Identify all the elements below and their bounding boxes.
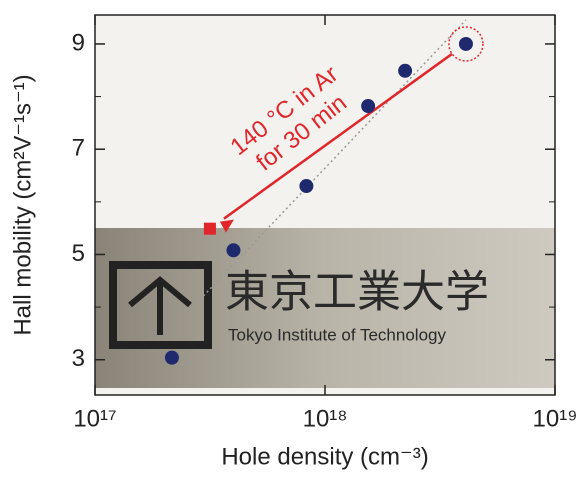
point bbox=[226, 243, 240, 257]
point bbox=[165, 351, 179, 365]
photo-subtitle: Tokyo Institute of Technology bbox=[228, 325, 446, 344]
x-tick-label: 10¹⁹ bbox=[533, 405, 578, 432]
y-tick-label: 3 bbox=[72, 345, 85, 372]
y-tick-label: 9 bbox=[72, 29, 85, 56]
photo: 東京工業大学 Tokyo Institute of Technology bbox=[95, 228, 555, 388]
photo-title: 東京工業大学 bbox=[225, 268, 489, 317]
y-tick-label: 5 bbox=[72, 240, 85, 267]
x-tick-label: 10¹⁷ bbox=[73, 405, 116, 432]
point bbox=[398, 64, 412, 78]
y-tick-label: 7 bbox=[72, 135, 85, 162]
annotation-point bbox=[204, 223, 216, 235]
x-tick-label: 10¹⁸ bbox=[303, 405, 348, 432]
point bbox=[459, 37, 473, 51]
chart: 東京工業大学 Tokyo Institute of Technology Hol… bbox=[0, 0, 582, 476]
x-axis-label: Hole density (cm⁻³) bbox=[221, 443, 428, 470]
point bbox=[299, 179, 313, 193]
y-axis-label: Hall mobility (cm²V⁻¹s⁻¹) bbox=[9, 74, 36, 335]
point bbox=[361, 99, 375, 113]
